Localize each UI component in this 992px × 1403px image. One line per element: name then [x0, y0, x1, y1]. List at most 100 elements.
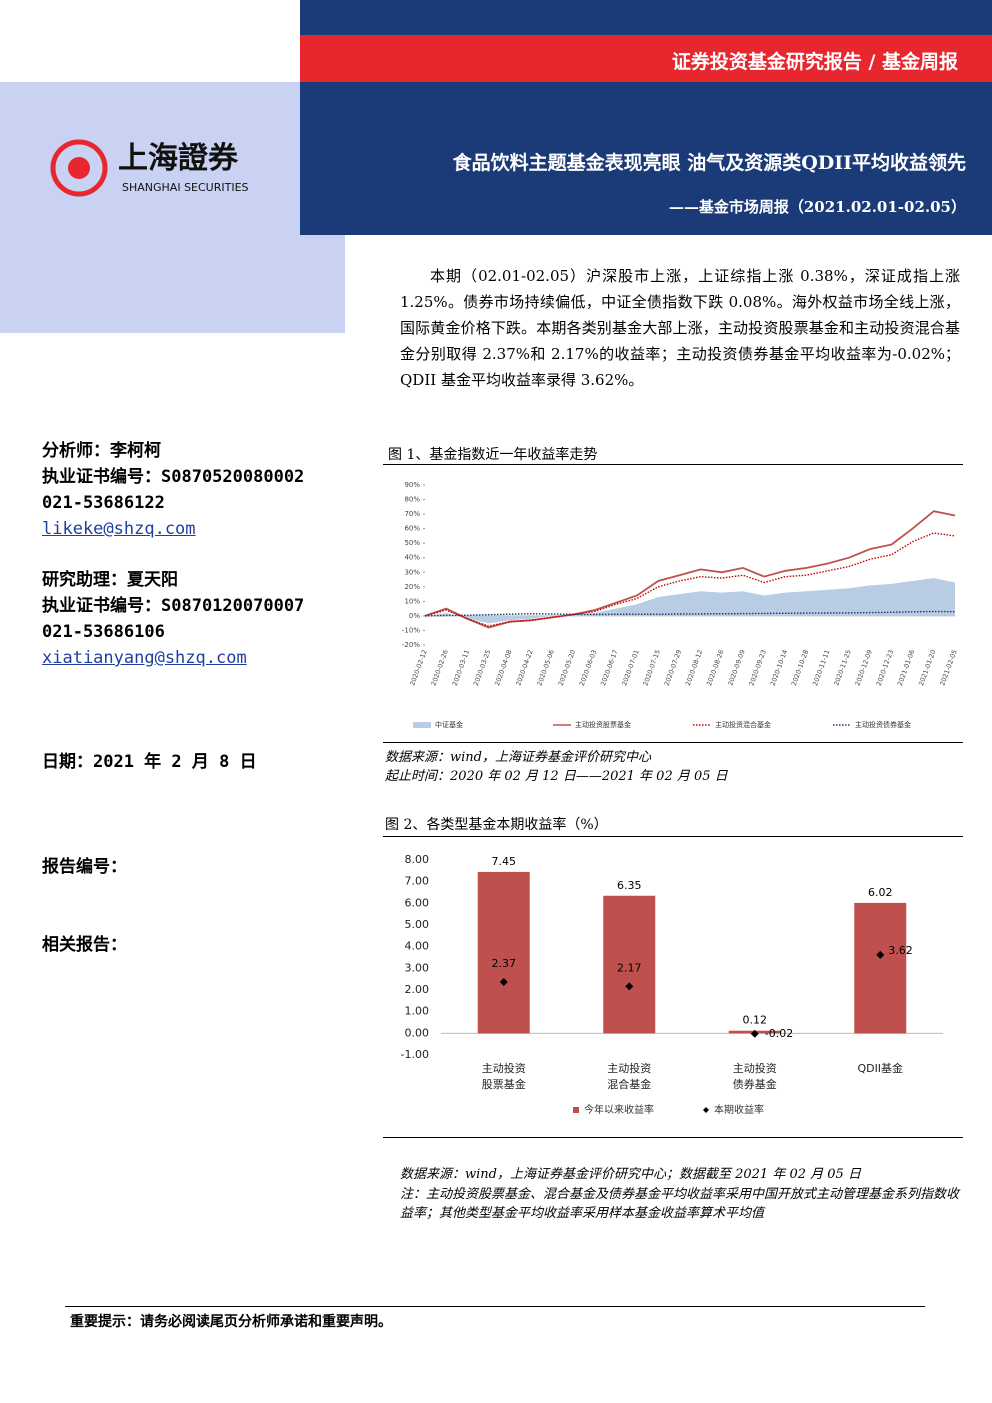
- point: [876, 950, 885, 959]
- logo-core: [68, 157, 90, 179]
- x-tick-label: 2020-04-08: [493, 649, 513, 687]
- y-tick-label: 0.00: [405, 1026, 430, 1039]
- y-tick-label: 10%: [404, 597, 420, 605]
- logo-en: SHANGHAI SECURITIES: [122, 181, 249, 194]
- report-no: 报告编号：: [42, 857, 127, 877]
- analyst-name: 分析师：李柯柯: [42, 441, 161, 461]
- x-tick-label: 2020-07-29: [663, 649, 683, 687]
- area: [425, 578, 955, 624]
- fig2-source: 数据来源：wind，上海证券基金评价研究中心；数据截至 2021 年 02 月 …: [400, 1167, 861, 1182]
- legend-label: 主动投资混合基金: [715, 720, 771, 729]
- x-tick-label: 2020-02-12: [408, 649, 428, 687]
- legend-label: 中证基金: [435, 720, 463, 729]
- fig2-note: 注：主动投资股票基金、混合基金及债券基金平均收益率采用中国开放式主动管理基金系列…: [400, 1187, 960, 1221]
- rule: [383, 1137, 963, 1138]
- x-tick-label: 2020-06-03: [578, 649, 598, 687]
- x-tick-label: 2020-11-25: [832, 649, 852, 687]
- rule: [383, 742, 963, 743]
- value-label: 2.37: [492, 957, 517, 970]
- rule: [383, 836, 963, 837]
- x-tick-label: 2021-01-20: [917, 649, 937, 687]
- x-tick-label: 主动投资: [607, 1061, 651, 1075]
- x-tick-label: 2021-01-06: [896, 649, 916, 687]
- assistant-cert: 执业证书编号：S0870120070007: [42, 596, 305, 616]
- analyst-phone: 021-53686122: [42, 493, 165, 513]
- analyst-email[interactable]: likeke@shzq.com: [42, 519, 196, 539]
- analyst-cert: 执业证书编号：S0870520080002: [42, 467, 305, 487]
- y-tick-label: 70%: [404, 510, 420, 518]
- x-tick-label: 主动投资: [733, 1061, 777, 1075]
- top-band: [300, 0, 992, 35]
- logo-ring: [50, 139, 108, 197]
- y-tick-label: -10%: [402, 626, 420, 634]
- bar: [603, 895, 656, 1034]
- value-label: 2.17: [617, 961, 642, 974]
- y-tick-label: 30%: [404, 568, 420, 576]
- value-label: -0.02: [765, 1027, 793, 1040]
- x-tick-label: 2021-02-05: [938, 649, 958, 687]
- x-tick-label: 2020-07-15: [642, 649, 662, 687]
- y-tick-label: 3.00: [405, 961, 430, 974]
- x-tick-label: 2020-08-12: [684, 649, 704, 687]
- y-tick-label: -20%: [402, 641, 420, 649]
- fig1-period: 起止时间：2020 年 02 月 12 日——2021 年 02 月 05 日: [385, 769, 728, 784]
- assistant-phone: 021-53686106: [42, 622, 165, 642]
- chart-2: -1.00 0.00 1.00 2.00 3.00 4.00 5.00 6.00 7.00 8.0…: [401, 853, 943, 1116]
- x-tick-label: 2020-08-26: [705, 649, 725, 687]
- value-label: 6.02: [868, 886, 893, 899]
- x-tick-label: 2020-03-25: [472, 649, 492, 687]
- assistant-email[interactable]: xiatianyang@shzq.com: [42, 648, 247, 668]
- y-tick-label: 40%: [404, 554, 420, 562]
- fig2-caption: 图 2、各类型基金本期收益率（%）: [385, 817, 608, 833]
- red-band: 证券投资基金研究报告 / 基金周报: [300, 35, 992, 82]
- related: 相关报告：: [42, 935, 127, 955]
- x-tick-label: 2020-07-01: [620, 649, 640, 687]
- assistant-name: 研究助理：夏天阳: [42, 570, 178, 590]
- value-label: 3.62: [888, 944, 913, 957]
- value-label: 6.35: [617, 879, 642, 892]
- summary: 本期（02.01-02.05）沪深股市上涨，上证综指上涨 0.38%，深证成指上…: [400, 267, 960, 389]
- rule: [383, 464, 963, 465]
- report-title: 食品饮料主题基金表现亮眼 油气及资源类QDII平均收益领先: [452, 152, 966, 174]
- x-tick-label: 2020-06-17: [599, 649, 619, 687]
- fig1-caption: 图 1、基金指数近一年收益率走势: [388, 447, 598, 463]
- x-tick-label: 2020-10-28: [790, 649, 810, 687]
- value-label: 0.12: [743, 1014, 768, 1027]
- bar: [477, 871, 530, 1034]
- line: [424, 510, 956, 629]
- line: [424, 532, 956, 627]
- y-tick-label: 6.00: [405, 896, 430, 909]
- y-tick-label: 90%: [404, 481, 420, 489]
- x-tick-label: 股票基金: [482, 1077, 526, 1091]
- report-subtitle: ——基金市场周报（2021.02.01-02.05）: [668, 198, 966, 216]
- footer: 重要提示：请务必阅读尾页分析师承诺和重要声明。: [70, 1314, 392, 1330]
- legend-label: 主动投资股票基金: [575, 720, 631, 729]
- analyst: 分析师：李柯柯 执业证书编号：S0870520080002 021-536861…: [42, 438, 304, 542]
- date: 日期：2021 年 2 月 8 日: [42, 752, 257, 772]
- legend-label: 主动投资债券基金: [855, 720, 911, 729]
- y-tick-label: 8.00: [405, 853, 430, 866]
- point: [750, 1029, 759, 1038]
- point: [499, 977, 508, 986]
- x-tick-label: 2020-05-06: [536, 649, 556, 687]
- assistant: 研究助理：夏天阳 执业证书编号：S0870120070007 021-53686…: [42, 567, 304, 671]
- y-tick-label: 80%: [404, 496, 420, 504]
- y-tick-label: 2.00: [405, 983, 430, 996]
- y-tick-label: 50%: [404, 539, 420, 547]
- x-tick-label: 债券基金: [733, 1077, 777, 1091]
- value-label: 7.45: [492, 855, 517, 868]
- y-tick-label: 7.00: [405, 875, 430, 888]
- legend-label: 本期收益率: [714, 1103, 764, 1116]
- x-tick-label: 主动投资: [482, 1061, 526, 1075]
- x-tick-label: 2020-09-23: [748, 649, 768, 687]
- x-tick-label: 2020-11-11: [811, 649, 831, 687]
- y-tick-label: 20%: [404, 583, 420, 591]
- x-tick-label: 混合基金: [607, 1077, 651, 1091]
- x-tick-label: 2020-02-26: [430, 649, 450, 687]
- logo-cn: 上海證券: [118, 141, 239, 176]
- y-tick-label: -1.00: [401, 1048, 429, 1061]
- line: [424, 610, 956, 617]
- logo-panel: [0, 82, 345, 333]
- y-tick-label: 60%: [404, 525, 420, 533]
